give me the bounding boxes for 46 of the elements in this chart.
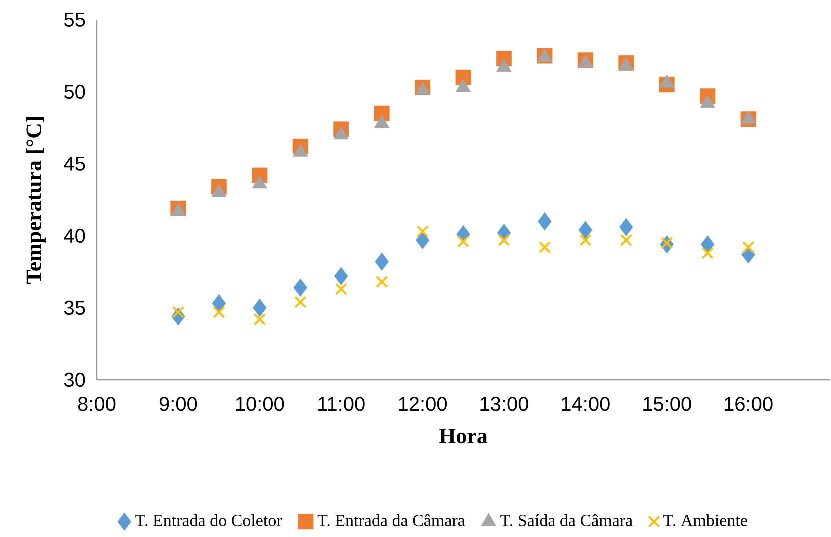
x-tick-label: 10:00	[236, 397, 284, 412]
point	[538, 241, 552, 254]
x-tick-label: 11:00	[318, 397, 365, 412]
point	[457, 236, 470, 248]
legend-label: T. Ambiente	[664, 514, 748, 526]
x-tick-label: 15:00	[644, 397, 692, 412]
x-tick-label: 13:00	[480, 397, 528, 412]
x-axis-title: Hora	[439, 428, 488, 444]
y-tick-label: 50	[64, 84, 86, 100]
point	[498, 234, 510, 246]
point	[702, 247, 714, 260]
point	[335, 283, 348, 296]
point	[742, 241, 755, 254]
point	[700, 236, 715, 254]
point	[172, 306, 185, 318]
x-tick-label: 8:00	[78, 397, 116, 412]
y-tick-label: 45	[64, 157, 86, 171]
legend-label: T. Saída da Câmara	[500, 514, 633, 527]
x-tick-label: 12:00	[399, 397, 448, 412]
point	[416, 226, 429, 238]
x-tick-label: 16:00	[725, 397, 773, 412]
point	[253, 298, 267, 318]
point	[375, 252, 389, 272]
point	[661, 237, 674, 250]
y-tick-label: 30	[64, 372, 86, 388]
legend-label: T. Entrada da Câmara	[318, 514, 466, 527]
y-tick-label: 40	[64, 228, 86, 244]
legend-label: T. Entrada do Coletor	[136, 514, 282, 526]
y-tick-label: 35	[64, 300, 86, 316]
y-axis-title: Temperatura [°C]	[26, 117, 46, 284]
point	[578, 221, 593, 240]
point	[212, 294, 226, 313]
point	[376, 276, 388, 288]
y-tick-label: 55	[64, 13, 86, 27]
point	[334, 267, 348, 286]
point	[213, 306, 226, 318]
x-tick-label: 14:00	[562, 397, 610, 412]
point	[620, 234, 632, 246]
point	[294, 278, 308, 297]
point	[294, 296, 307, 308]
point	[538, 212, 552, 231]
point	[620, 218, 634, 236]
point	[416, 231, 430, 250]
point	[580, 234, 592, 246]
x-tick-label: 9:00	[160, 397, 198, 412]
point	[254, 313, 266, 326]
